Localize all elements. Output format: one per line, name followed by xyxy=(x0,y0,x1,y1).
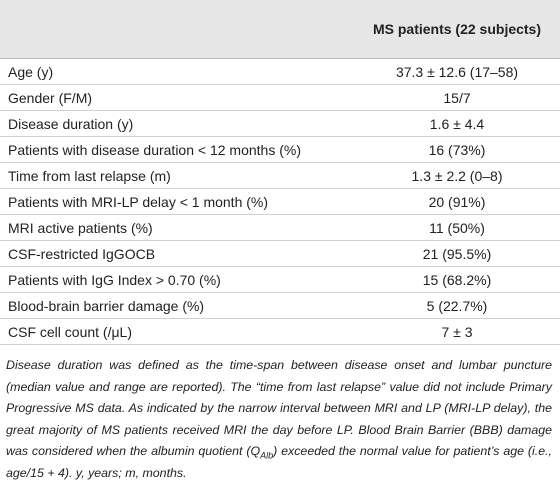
table-row: CSF cell count (/μL) 7 ± 3 xyxy=(0,318,560,345)
header-row: MS patients (22 subjects) xyxy=(0,0,560,59)
table-row: Disease duration (y) 1.6 ± 4.4 xyxy=(0,110,560,137)
row-value: 15/7 xyxy=(354,84,560,111)
row-value: 20 (91%) xyxy=(354,188,560,215)
footnote-symbol: Q xyxy=(250,444,261,458)
table-row: Patients with disease duration < 12 mont… xyxy=(0,136,560,163)
table-row: CSF-restricted IgGOCB 21 (95.5%) xyxy=(0,240,560,267)
row-value: 11 (50%) xyxy=(354,214,560,241)
header-cell: MS patients (22 subjects) xyxy=(354,0,560,59)
table-row: Gender (F/M) 15/7 xyxy=(0,84,560,111)
footnote-text: ) exceeded the normal value for patient’… xyxy=(6,444,553,480)
row-value: 15 (68.2%) xyxy=(354,266,560,293)
table-row: Patients with IgG Index > 0.70 (%) 15 (68… xyxy=(0,266,560,293)
row-label: Age (y) xyxy=(0,58,354,85)
footnote: Disease duration was defined as the time… xyxy=(6,355,552,484)
row-value: 5 (22.7%) xyxy=(354,292,560,319)
data-table: MS patients (22 subjects) Age (y) 37.3 ± … xyxy=(0,0,560,345)
row-value: 7 ± 3 xyxy=(354,318,560,345)
table-row: Time from last relapse (m) 1.3 ± 2.2 (0–8… xyxy=(0,162,560,189)
footnote-text: Disease duration was defined as the time… xyxy=(6,358,552,458)
row-label: Disease duration (y) xyxy=(0,110,354,137)
table-row: Age (y) 37.3 ± 12.6 (17–58) xyxy=(0,58,560,85)
row-label: Patients with MRI-LP delay < 1 month (%) xyxy=(0,188,354,215)
row-label: Time from last relapse (m) xyxy=(0,162,354,189)
table-row: Patients with MRI-LP delay < 1 month (%)… xyxy=(0,188,560,215)
footnote-subscript: Alb xyxy=(260,450,274,461)
row-label: CSF cell count (/μL) xyxy=(0,318,354,345)
table-row: Blood-brain barrier damage (%) 5 (22.7%) xyxy=(0,292,560,319)
row-label: CSF-restricted IgGOCB xyxy=(0,240,354,267)
table-body: Age (y) 37.3 ± 12.6 (17–58) Gender (F/M) 15… xyxy=(0,58,560,345)
table-row: MRI active patients (%) 11 (50%) xyxy=(0,214,560,241)
row-value: 16 (73%) xyxy=(354,136,560,163)
row-label: MRI active patients (%) xyxy=(0,214,354,241)
header-cell xyxy=(0,0,354,59)
row-value: 21 (95.5%) xyxy=(354,240,560,267)
row-label: Patients with disease duration < 12 mont… xyxy=(0,136,354,163)
row-label: Gender (F/M) xyxy=(0,84,354,111)
row-label: Blood-brain barrier damage (%) xyxy=(0,292,354,319)
row-label: Patients with IgG Index > 0.70 (%) xyxy=(0,266,354,293)
row-value: 37.3 ± 12.6 (17–58) xyxy=(354,58,560,85)
row-value: 1.6 ± 4.4 xyxy=(354,110,560,137)
row-value: 1.3 ± 2.2 (0–8) xyxy=(354,162,560,189)
